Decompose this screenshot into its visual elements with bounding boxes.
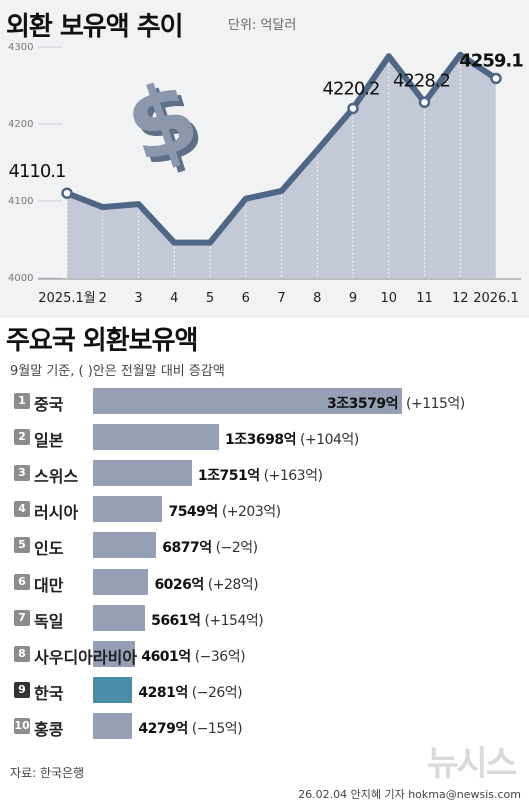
x-tick-label-4: 5 bbox=[206, 291, 214, 306]
bar-4 bbox=[93, 532, 157, 559]
data-label-1: 4220.2 bbox=[323, 78, 380, 99]
change-label: (+115억) bbox=[406, 396, 465, 412]
change-label: (+104억) bbox=[300, 432, 359, 449]
bar-7 bbox=[93, 640, 136, 667]
value-label: 6026억 bbox=[154, 576, 204, 593]
rank-badge: 7 bbox=[14, 609, 30, 626]
x-tick-label-0: 2025.1월 bbox=[38, 291, 95, 306]
data-point-marker-2 bbox=[418, 96, 431, 109]
country-label: 일본 bbox=[34, 431, 64, 451]
value-label: 4279억 bbox=[138, 720, 188, 737]
x-tick-label-11: 12 bbox=[452, 291, 469, 306]
rank-badge: 8 bbox=[14, 645, 30, 662]
change-label: (+163억) bbox=[263, 468, 323, 485]
rank-badge: 5 bbox=[14, 537, 30, 554]
rank-badge: 4 bbox=[14, 501, 30, 518]
bar-5 bbox=[93, 568, 149, 595]
bar-0 bbox=[93, 388, 402, 414]
rank-badge: 3 bbox=[14, 465, 30, 482]
x-tick-label-2: 3 bbox=[134, 291, 142, 306]
dollar-sign-glyph: $ bbox=[113, 58, 211, 185]
bar-chart-subtitle: 9월말 기준, ( )안은 전월말 대비 증감액 bbox=[10, 364, 225, 379]
x-tick-label-7: 8 bbox=[313, 291, 321, 306]
country-label: 러시아 bbox=[34, 503, 79, 523]
bar-6 bbox=[93, 604, 146, 631]
x-tick-label-1: 2 bbox=[99, 291, 107, 306]
change-label: (−2억) bbox=[215, 540, 258, 557]
rank-badge: 10 bbox=[14, 717, 30, 734]
reserves-line-chart: 4000 4100 4200 4300 2025.1월 2 3 4 5 6 7 8 9 10 11 12 202… bbox=[8, 42, 524, 306]
rank-badge: 1 bbox=[14, 393, 30, 409]
country-label: 사우디아라비아 bbox=[34, 647, 138, 667]
credit-line: 26.02.04 안지혜 기자 hokma@newsis.com bbox=[298, 788, 521, 801]
data-label-0: 4110.1 bbox=[9, 161, 66, 182]
bar-3 bbox=[93, 496, 163, 523]
data-point-marker-3 bbox=[490, 72, 502, 85]
x-tick-label-3: 4 bbox=[170, 291, 178, 306]
x-tick-label-8: 9 bbox=[349, 291, 357, 306]
data-point-marker-0 bbox=[61, 187, 73, 199]
value-label: 4601억 bbox=[141, 648, 191, 665]
x-tick-label-5: 6 bbox=[242, 291, 250, 306]
change-label: (+154억) bbox=[204, 612, 264, 629]
value-label: 1조751억 bbox=[197, 468, 260, 485]
data-label-3: 4259.1 bbox=[459, 50, 523, 71]
x-tick-label-9: 10 bbox=[380, 291, 397, 306]
value-label: 1조3698억 bbox=[225, 432, 297, 449]
change-label: (−15억) bbox=[191, 720, 243, 737]
value-label: 4281억 bbox=[138, 684, 188, 701]
bar-2 bbox=[93, 460, 192, 487]
change-label: (−36억) bbox=[194, 648, 246, 665]
value-label: 3조3579억 bbox=[327, 396, 398, 412]
rank-badge: 6 bbox=[14, 573, 30, 590]
change-label: (+203억) bbox=[221, 504, 281, 521]
value-label: 6877억 bbox=[162, 540, 212, 557]
country-label: 인도 bbox=[34, 539, 64, 559]
chart-title-reserves-trend: 외환 보유액 추이 bbox=[6, 12, 184, 42]
x-tick-label-6: 7 bbox=[277, 291, 285, 306]
change-label: (+28억) bbox=[207, 576, 259, 593]
country-label: 홍콩 bbox=[34, 719, 64, 739]
value-label: 5661억 bbox=[151, 612, 201, 629]
y-tick-label-1: 4100 bbox=[8, 196, 33, 207]
rank-badge: 9 bbox=[14, 681, 30, 698]
country-label: 한국 bbox=[34, 683, 64, 703]
newsis-watermark-logo: 뉴시스 bbox=[427, 744, 517, 784]
source-note: 자료: 한국은행 bbox=[10, 766, 85, 780]
country-label: 독일 bbox=[34, 611, 64, 631]
change-label: (−26억) bbox=[191, 684, 243, 701]
bar-9 bbox=[93, 712, 133, 739]
dollar-sign-icon: $ $ bbox=[113, 58, 216, 190]
data-point-marker-1 bbox=[347, 102, 359, 115]
bar-1 bbox=[93, 424, 220, 451]
y-tick-label-3: 4300 bbox=[8, 42, 33, 53]
country-label: 중국 bbox=[34, 395, 64, 414]
unit-label: 단위: 억달러 bbox=[228, 18, 297, 33]
bar-8 bbox=[93, 676, 133, 703]
y-tick-label-2: 4200 bbox=[8, 119, 33, 130]
country-label: 스위스 bbox=[34, 467, 79, 487]
country-label: 대만 bbox=[34, 575, 64, 595]
chart-title-major-countries: 주요국 외환보유액 bbox=[6, 326, 198, 356]
y-tick-label-0: 4000 bbox=[8, 273, 33, 284]
rank-badge: 2 bbox=[14, 429, 30, 446]
value-label: 7549억 bbox=[168, 504, 218, 521]
x-tick-label-12: 2026.1 bbox=[473, 291, 519, 306]
data-label-2: 4228.2 bbox=[393, 70, 450, 91]
x-tick-label-10: 11 bbox=[416, 291, 433, 306]
